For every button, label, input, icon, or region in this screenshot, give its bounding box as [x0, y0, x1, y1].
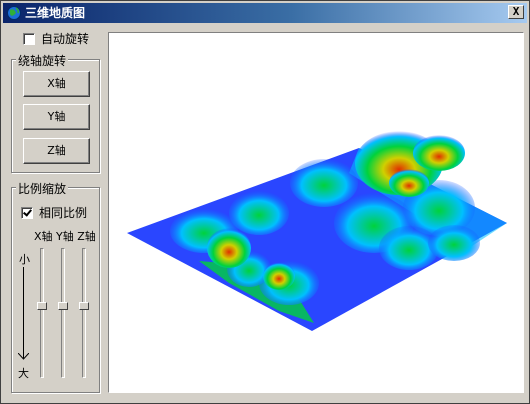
terrain-3d-viewport[interactable] — [108, 32, 524, 393]
terrain-peak — [413, 135, 465, 171]
rotate-axis-group-title: 绕轴旋转 — [16, 52, 69, 69]
x-scale-slider-track[interactable] — [40, 248, 44, 378]
rotate-x-button[interactable]: X轴 — [23, 71, 90, 97]
terrain-peak — [263, 262, 295, 290]
terrain-peak — [207, 228, 251, 268]
y-scale-slider-thumb[interactable] — [58, 301, 68, 310]
auto-rotate-label: 自动旋转 — [41, 32, 90, 46]
scale-group-title: 比例缩放 — [16, 180, 69, 197]
arrow-down-icon — [18, 353, 29, 360]
terrain-hill — [379, 226, 439, 270]
z-scale-slider-track[interactable] — [82, 248, 86, 378]
window-title: 三维地质图 — [25, 6, 86, 20]
terrain-hill — [290, 159, 358, 207]
same-ratio-checkbox[interactable] — [21, 206, 33, 219]
terrain-peak — [389, 169, 429, 197]
scale-large-label: 大 — [18, 367, 29, 380]
z-scale-slider-thumb[interactable] — [79, 301, 89, 310]
rotate-z-button[interactable]: Z轴 — [23, 138, 90, 164]
terrain-surface — [127, 131, 507, 331]
terrain-front-ridge — [199, 261, 314, 323]
y-scale-slider-track[interactable] — [61, 248, 65, 378]
scale-small-label: 小 — [19, 253, 30, 266]
title-bar: 三维地质图 X — [3, 3, 527, 23]
x-scale-slider-thumb[interactable] — [37, 301, 47, 310]
scale-axis-labels: X轴 Y轴 Z轴 — [34, 230, 96, 243]
terrain-hill — [428, 225, 480, 261]
rotate-y-button[interactable]: Y轴 — [23, 104, 90, 130]
same-ratio-label: 相同比例 — [39, 206, 88, 220]
auto-rotate-checkbox-row[interactable]: 自动旋转 — [23, 30, 89, 47]
globe-icon — [7, 6, 21, 20]
close-button[interactable]: X — [508, 5, 524, 19]
scale-group: 比例缩放 — [11, 180, 100, 393]
same-ratio-checkbox-row[interactable]: 相同比例 — [21, 204, 87, 221]
terrain-hill — [229, 191, 289, 235]
scale-arrow-line — [23, 267, 24, 358]
rotate-axis-group: 绕轴旋转 — [11, 52, 100, 173]
auto-rotate-checkbox[interactable] — [23, 32, 35, 45]
